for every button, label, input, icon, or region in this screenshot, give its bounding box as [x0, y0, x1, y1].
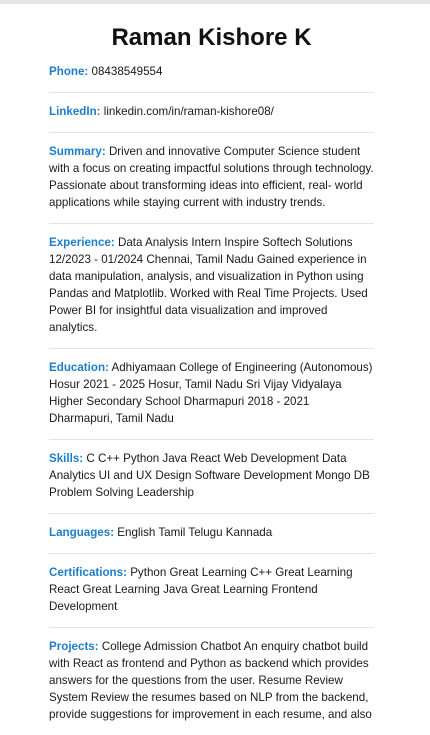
skills-label: Skills:	[49, 452, 84, 465]
projects-label: Projects:	[49, 640, 99, 653]
top-bar	[0, 0, 430, 4]
experience-value: Data Analysis Intern Inspire Softech Sol…	[49, 236, 368, 334]
skills-section: Skills: C C++ Python Java React Web Deve…	[49, 440, 374, 514]
phone-value: 08438549554	[91, 65, 163, 78]
languages-label: Languages:	[49, 526, 115, 539]
skills-value: C C++ Python Java React Web Development …	[49, 452, 370, 499]
certifications-value: Python Great Learning C++ Great Learning…	[49, 566, 353, 613]
experience-label: Experience:	[49, 236, 115, 249]
certifications-section: Certifications: Python Great Learning C+…	[49, 554, 374, 628]
education-value: Adhiyamaan College of Engineering (Auton…	[49, 361, 373, 425]
linkedin-value: linkedin.com/in/raman-kishore08/	[103, 105, 274, 118]
projects-value: College Admission Chatbot An enquiry cha…	[49, 640, 372, 721]
linkedin-label: LinkedIn:	[49, 105, 101, 118]
phone-label: Phone:	[49, 65, 89, 78]
resume-page: Raman Kishore K Phone: 08438549554 Linke…	[49, 0, 374, 735]
education-label: Education:	[49, 361, 109, 374]
summary-label: Summary:	[49, 145, 106, 158]
languages-value: English Tamil Telugu Kannada	[117, 526, 273, 539]
summary-section: Summary: Driven and innovative Computer …	[49, 133, 374, 224]
summary-value: Driven and innovative Computer Science s…	[49, 145, 374, 209]
languages-section: Languages: English Tamil Telugu Kannada	[49, 514, 374, 554]
certifications-label: Certifications:	[49, 566, 127, 579]
experience-section: Experience: Data Analysis Intern Inspire…	[49, 224, 374, 349]
linkedin-section: LinkedIn: linkedin.com/in/raman-kishore0…	[49, 93, 374, 133]
projects-section: Projects: College Admission Chatbot An e…	[49, 628, 374, 735]
education-section: Education: Adhiyamaan College of Enginee…	[49, 349, 374, 440]
resume-name: Raman Kishore K	[111, 24, 312, 51]
phone-section: Phone: 08438549554	[49, 52, 374, 93]
